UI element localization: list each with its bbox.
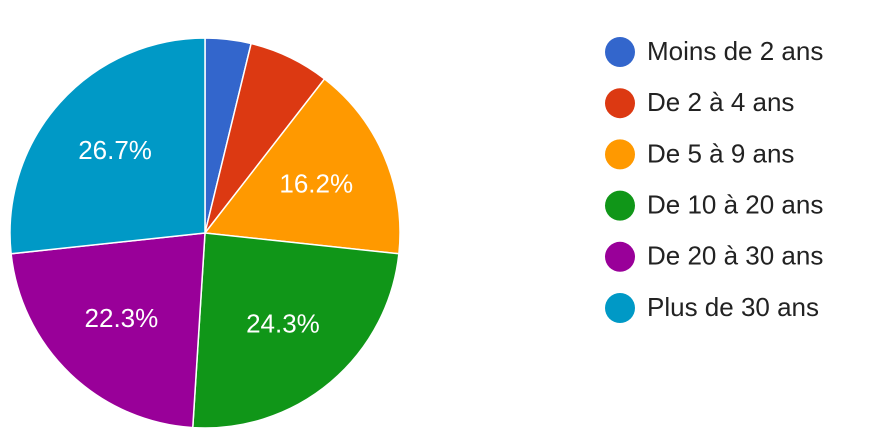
legend-label: Moins de 2 ans: [647, 36, 823, 66]
legend-marker: [605, 241, 635, 272]
legend-marker: [605, 37, 635, 67]
legend-label: De 2 à 4 ans: [647, 87, 794, 117]
slice-label: 22.3%: [85, 303, 159, 333]
pie-slice: [10, 232, 206, 429]
legend-label: De 5 à 9 ans: [647, 138, 794, 168]
pie-slice: [203, 77, 401, 255]
legend-marker: [605, 293, 635, 323]
pie-slice: [9, 37, 206, 255]
legend-label: Plus de 30 ans: [647, 292, 819, 322]
legend-label: De 10 à 20 ans: [647, 189, 823, 219]
legend-marker: [605, 88, 635, 119]
slice-label: 16.2%: [279, 169, 353, 199]
slice-label: 26.7%: [78, 135, 152, 165]
pie-slice: [191, 232, 400, 429]
slice-label: 24.3%: [246, 308, 320, 338]
legend-marker: [605, 139, 635, 170]
legend-marker: [605, 190, 635, 221]
legend-label: De 20 à 30 ans: [647, 241, 823, 271]
